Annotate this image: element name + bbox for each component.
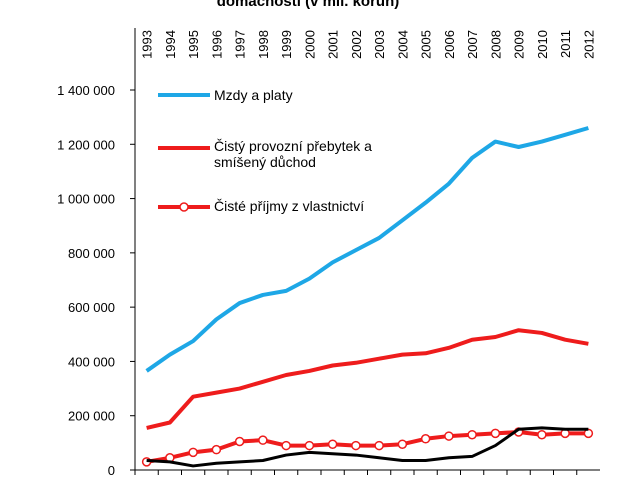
- series-marker: [351, 440, 361, 451]
- series-marker: [211, 444, 222, 455]
- x-tick-label: 2006: [442, 30, 457, 59]
- x-tick-label: 2009: [512, 30, 527, 59]
- x-tick-label: 1995: [186, 30, 201, 59]
- x-tick-label: 2011: [558, 30, 573, 58]
- series-marker: [537, 429, 547, 440]
- series-marker: [258, 435, 268, 445]
- chart-title: domácností (v mil. korun): [217, 0, 400, 10]
- x-tick-label: 2002: [349, 30, 364, 59]
- series-line: [146, 426, 589, 468]
- legend-label: Čisté příjmy z vlastnictví: [214, 198, 365, 214]
- series-marker: [304, 440, 315, 451]
- series-marker: [444, 431, 454, 441]
- y-tick-label: 200 000: [68, 409, 115, 424]
- y-tick-label: 1 200 000: [57, 137, 115, 152]
- x-tick-label: 2008: [488, 30, 503, 59]
- series-line: [145, 126, 589, 373]
- series-marker: [467, 429, 477, 440]
- x-tick-label: 2004: [395, 30, 410, 59]
- series-marker: [420, 434, 431, 444]
- x-tick-label: 1996: [209, 30, 224, 59]
- x-tick-label: 1993: [140, 30, 155, 59]
- legend-marker: [179, 202, 189, 212]
- x-tick-label: 1994: [163, 30, 178, 59]
- x-tick-label: 2007: [465, 30, 480, 59]
- series-marker: [397, 439, 408, 449]
- x-tick-label: 1999: [279, 30, 294, 59]
- x-tick-label: 2012: [581, 30, 596, 59]
- series-marker: [188, 447, 198, 458]
- x-tick-label: 1998: [256, 30, 271, 59]
- x-tick-label: 2003: [372, 30, 387, 59]
- legend-label: Mzdy a platy: [214, 87, 293, 103]
- y-tick-label: 0: [108, 463, 115, 478]
- x-tick-label: 2010: [535, 30, 550, 59]
- y-tick-label: 400 000: [68, 354, 115, 369]
- x-tick-label: 1997: [233, 30, 248, 59]
- series-line: [146, 328, 589, 430]
- y-tick-label: 800 000: [68, 246, 115, 261]
- series-marker: [234, 436, 245, 447]
- y-tick-label: 600 000: [68, 300, 115, 315]
- x-tick-label: 2001: [326, 30, 341, 59]
- y-tick-label: 1 000 000: [57, 192, 115, 207]
- series-marker: [374, 440, 384, 451]
- x-tick-label: 2005: [419, 30, 434, 59]
- x-tick-label: 2000: [302, 30, 317, 59]
- legend-label: Čistý provozní přebytek a smíšený důchod: [214, 138, 372, 170]
- series-marker: [327, 439, 338, 449]
- series-marker: [281, 440, 291, 451]
- series-marker: [490, 428, 501, 439]
- y-tick-label: 1 400 000: [57, 83, 115, 98]
